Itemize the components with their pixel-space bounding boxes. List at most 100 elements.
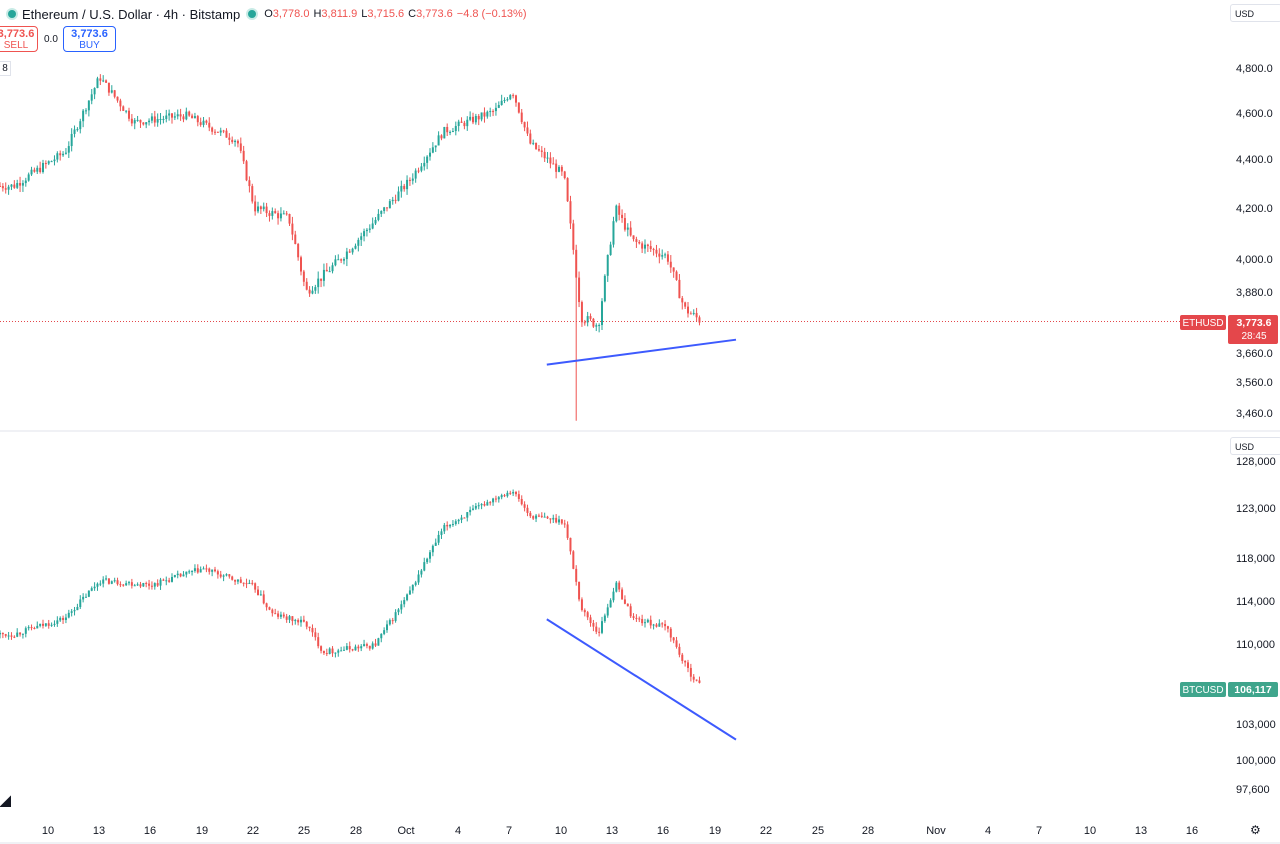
candle-body [621,214,624,219]
candle-body [423,162,426,167]
candle-body [589,617,592,623]
btc-trendline[interactable] [546,618,737,741]
candle-body [646,244,649,247]
candle-body [595,626,598,632]
candle-body [408,590,411,595]
time-axis[interactable]: 10 13 16 19 22 25 28 Oct 4 7 10 13 16 19 22 25 28 Nov 4 7 10… [42,825,1198,837]
symbol-header: Ethereum / U.S. Dollar · 4h · Bitstamp O… [0,4,527,24]
candle-body [219,130,222,133]
candle-body [612,221,615,245]
candle-body [265,206,268,214]
candle-body [322,269,325,281]
candle-body [234,579,237,582]
candle-body [4,634,7,636]
candle-body [386,624,388,631]
tradingview-logo-icon[interactable]: ◢ [0,792,11,808]
candle-body [363,644,366,647]
candle-body [526,507,529,513]
symbol-title[interactable]: Ethereum / U.S. Dollar · 4h · Bitstamp [22,6,241,22]
gear-icon[interactable]: ⚙ [1250,823,1261,837]
candle-body [406,179,409,190]
candle-body [271,211,274,216]
candle-body [494,107,497,112]
candle-body [698,317,701,323]
candle-body [87,590,90,597]
candle-body [414,170,417,179]
time-tick-label: Oct [397,825,414,837]
candle-body [626,603,629,607]
candle-body [211,569,214,572]
candle-body [652,624,655,626]
candle-body [345,251,348,260]
indicator-count[interactable]: 8 [0,61,11,76]
candle-body [429,152,431,157]
candle-body [288,214,291,224]
candle-body [251,582,254,584]
candle-body [36,167,39,172]
candle-body [19,183,22,186]
candle-body [555,163,558,172]
candle-body [257,589,259,595]
candle-body [523,122,526,128]
candle-body [285,616,288,620]
sell-button[interactable]: 3,773.6 SELL [0,26,38,52]
candle-body [211,127,214,132]
candle-body [351,248,354,253]
currency-select-top[interactable]: USD [1230,4,1280,22]
eth-price-axis[interactable]: 4,800.0 4,600.0 4,400.0 4,200.0 4,000.0 3,880… [1236,63,1273,420]
candle-body [67,146,70,153]
candle-body [535,142,538,150]
candle-body [669,261,672,268]
time-tick-label: 22 [760,825,772,837]
candle-body [59,617,62,621]
candle-body [638,618,641,620]
price-tick-label: 3,880.0 [1236,287,1273,299]
candle-body [560,166,563,172]
candle-body [658,623,661,627]
candle-body [440,531,443,535]
candle-body [695,312,698,318]
candle-body [560,519,563,524]
candle-body [30,627,33,629]
candle-body [53,159,56,162]
candle-body [506,99,509,101]
buy-button[interactable]: 3,773.6 BUY [63,26,116,52]
candle-body [343,259,345,261]
candle-body [664,254,667,256]
currency-select-bottom[interactable]: USD [1230,437,1280,455]
candle-body [202,568,205,570]
candle-body [10,635,13,637]
candle-body [497,497,500,500]
candle-body [90,588,93,591]
candle-body [165,580,168,582]
candle-body [236,579,239,582]
eth-trendline[interactable] [546,338,737,366]
candle-body [675,271,678,280]
candle-body [437,534,440,543]
candle-body [546,516,549,519]
candle-body [254,201,257,212]
candle-body [317,637,320,647]
candle-body [689,313,692,315]
open-value: 3,778.0 [272,8,310,20]
candle-body [486,111,489,117]
candle-body [150,585,153,587]
candle-body [431,147,434,153]
candle-body [222,130,225,132]
candle-body [365,644,368,646]
candle-body [136,584,139,586]
candle-body [609,244,612,255]
candle-body [687,662,689,668]
candle-body [245,161,248,181]
candle-body [248,582,251,585]
candle-body [388,620,391,625]
candle-body [483,504,486,506]
candle-body [337,259,340,261]
btc-price-axis[interactable]: 128,000 123,000 118,000 114,000 110,000 103,0… [1236,456,1276,796]
price-tick-label: 97,600 [1236,784,1270,796]
candle-body [394,612,397,621]
candle-body [182,116,185,120]
candle-body [162,118,165,120]
candle-body [107,578,110,584]
